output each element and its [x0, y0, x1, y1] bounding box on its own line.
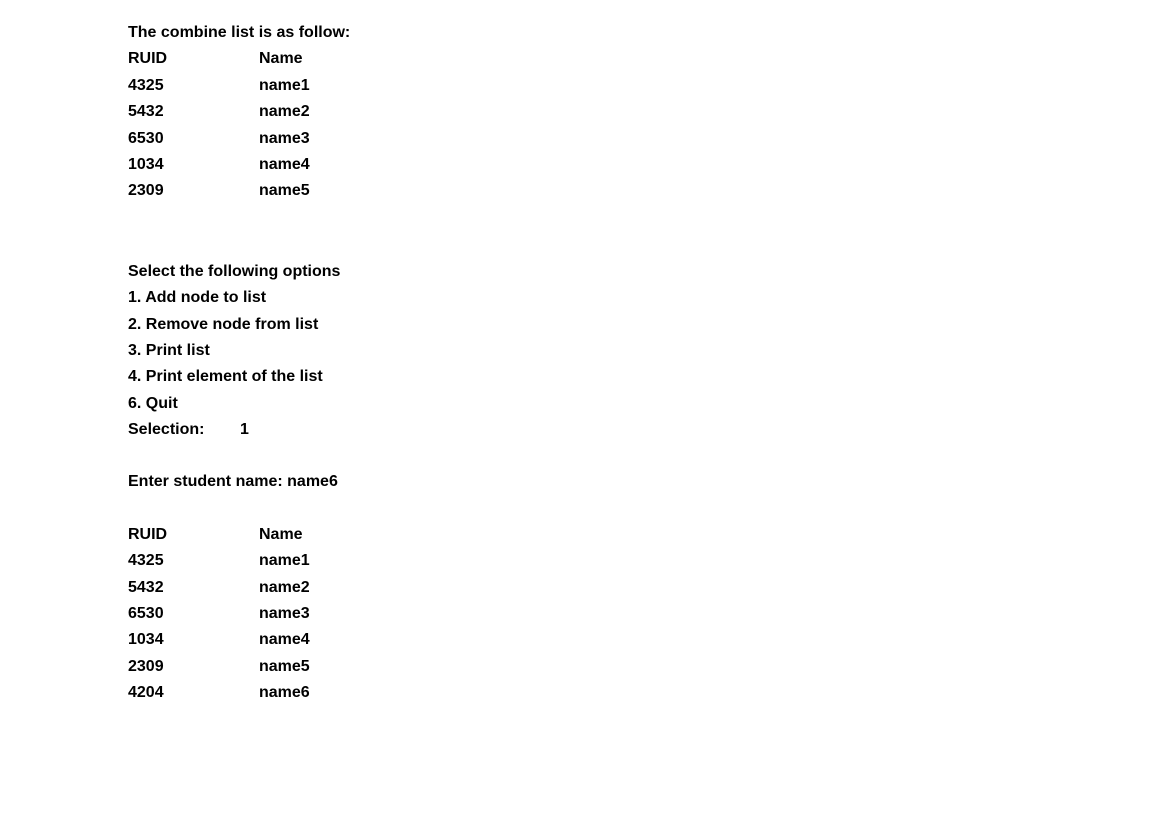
menu-option: 3. Print list	[128, 338, 1166, 364]
enter-name-value: name6	[287, 473, 338, 490]
cell-name: name5	[259, 654, 1166, 680]
cell-name: name2	[259, 99, 1166, 125]
cell-name: name5	[259, 178, 1166, 204]
table-2-row: 1034name4	[128, 627, 1166, 653]
selection-value: 1	[240, 417, 249, 443]
table-1-row: 4325name1	[128, 73, 1166, 99]
cell-name: name4	[259, 152, 1166, 178]
menu-option: 1. Add node to list	[128, 285, 1166, 311]
cell-name: name3	[259, 126, 1166, 152]
cell-ruid: 4325	[128, 73, 259, 99]
cell-name: name3	[259, 601, 1166, 627]
cell-ruid: 4204	[128, 680, 259, 706]
table-1-header: RUID Name	[128, 46, 1166, 72]
col-header-name: Name	[259, 46, 1166, 72]
table-1-row: 1034name4	[128, 152, 1166, 178]
enter-name-label: Enter student name:	[128, 473, 287, 490]
selection-label: Selection:	[128, 417, 240, 443]
menu-prompt: Select the following options	[128, 259, 1166, 285]
enter-name-line: Enter student name: name6	[128, 469, 1166, 495]
cell-name: name6	[259, 680, 1166, 706]
cell-ruid: 2309	[128, 178, 259, 204]
table-1-row: 2309name5	[128, 178, 1166, 204]
table-2-row: 4325name1	[128, 548, 1166, 574]
heading-combine-list: The combine list is as follow:	[128, 20, 1166, 46]
col-header-ruid: RUID	[128, 522, 259, 548]
menu-option: 4. Print element of the list	[128, 364, 1166, 390]
table-2-row: 5432name2	[128, 575, 1166, 601]
menu-option: 2. Remove node from list	[128, 312, 1166, 338]
cell-name: name1	[259, 73, 1166, 99]
cell-ruid: 1034	[128, 152, 259, 178]
cell-ruid: 2309	[128, 654, 259, 680]
table-2-row: 4204name6	[128, 680, 1166, 706]
col-header-ruid: RUID	[128, 46, 259, 72]
cell-ruid: 6530	[128, 601, 259, 627]
cell-ruid: 1034	[128, 627, 259, 653]
cell-name: name1	[259, 548, 1166, 574]
table-2-row: 6530name3	[128, 601, 1166, 627]
cell-ruid: 4325	[128, 548, 259, 574]
selection-line: Selection: 1	[128, 417, 1166, 443]
menu-option: 6. Quit	[128, 391, 1166, 417]
cell-name: name4	[259, 627, 1166, 653]
cell-ruid: 6530	[128, 126, 259, 152]
cell-name: name2	[259, 575, 1166, 601]
table-2: RUID Name 4325name15432name26530name3103…	[128, 522, 1166, 707]
cell-ruid: 5432	[128, 99, 259, 125]
table-2-row: 2309name5	[128, 654, 1166, 680]
table-1-row: 5432name2	[128, 99, 1166, 125]
table-1: RUID Name 4325name15432name26530name3103…	[128, 46, 1166, 204]
col-header-name: Name	[259, 522, 1166, 548]
table-2-header: RUID Name	[128, 522, 1166, 548]
table-1-row: 6530name3	[128, 126, 1166, 152]
cell-ruid: 5432	[128, 575, 259, 601]
